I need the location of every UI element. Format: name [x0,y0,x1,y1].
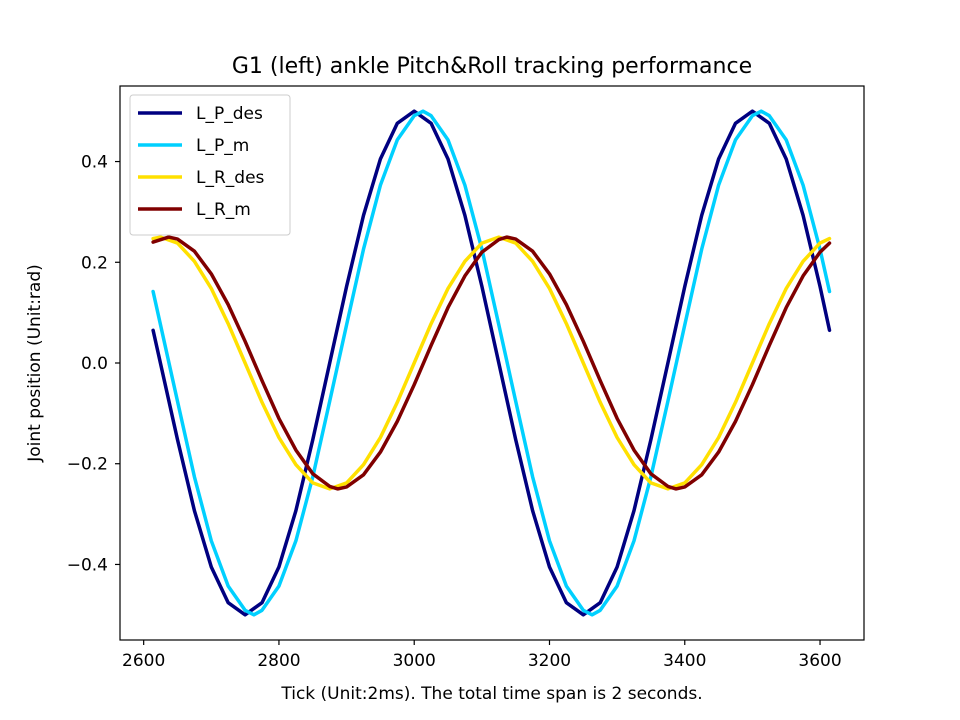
legend-label: L_P_m [196,136,249,156]
series-line-l-r-m [151,235,832,491]
x-axis-label: Tick (Unit:2ms). The total time span is … [280,684,702,704]
x-axis-ticks: 2600 2800 3000 3200 3400 3600 [122,640,842,671]
x-tick-label: 3600 [798,651,841,671]
y-tick-label: 0.0 [81,354,108,374]
x-tick-label: 3000 [393,651,436,671]
y-tick-label: −0.4 [67,555,108,575]
chart-title: G1 (left) ankle Pitch&Roll tracking perf… [232,54,752,79]
legend-label: L_R_des [196,168,265,188]
series-line-l-p-des [151,109,832,617]
legend-box [129,94,291,236]
x-tick-label: 3200 [528,651,571,671]
x-tick-label: 3400 [663,651,706,671]
y-tick-label: 0.4 [81,153,108,173]
y-axis-ticks: 0.4 0.2 0.0 −0.2 −0.4 [67,153,120,575]
series-layer [151,109,832,617]
y-axis-label: Joint position (Unit:rad) [25,264,45,463]
legend-label: L_P_des [196,104,263,124]
legend: L_P_des L_P_m L_R_des L_R_m [129,94,291,236]
x-tick-label: 2600 [122,651,165,671]
series-line-l-r-des [151,235,832,491]
series-line-l-p-m [151,109,832,617]
x-tick-label: 2800 [257,651,300,671]
y-tick-label: 0.2 [81,253,108,273]
legend-label: L_R_m [196,200,251,220]
y-tick-label: −0.2 [67,455,108,475]
